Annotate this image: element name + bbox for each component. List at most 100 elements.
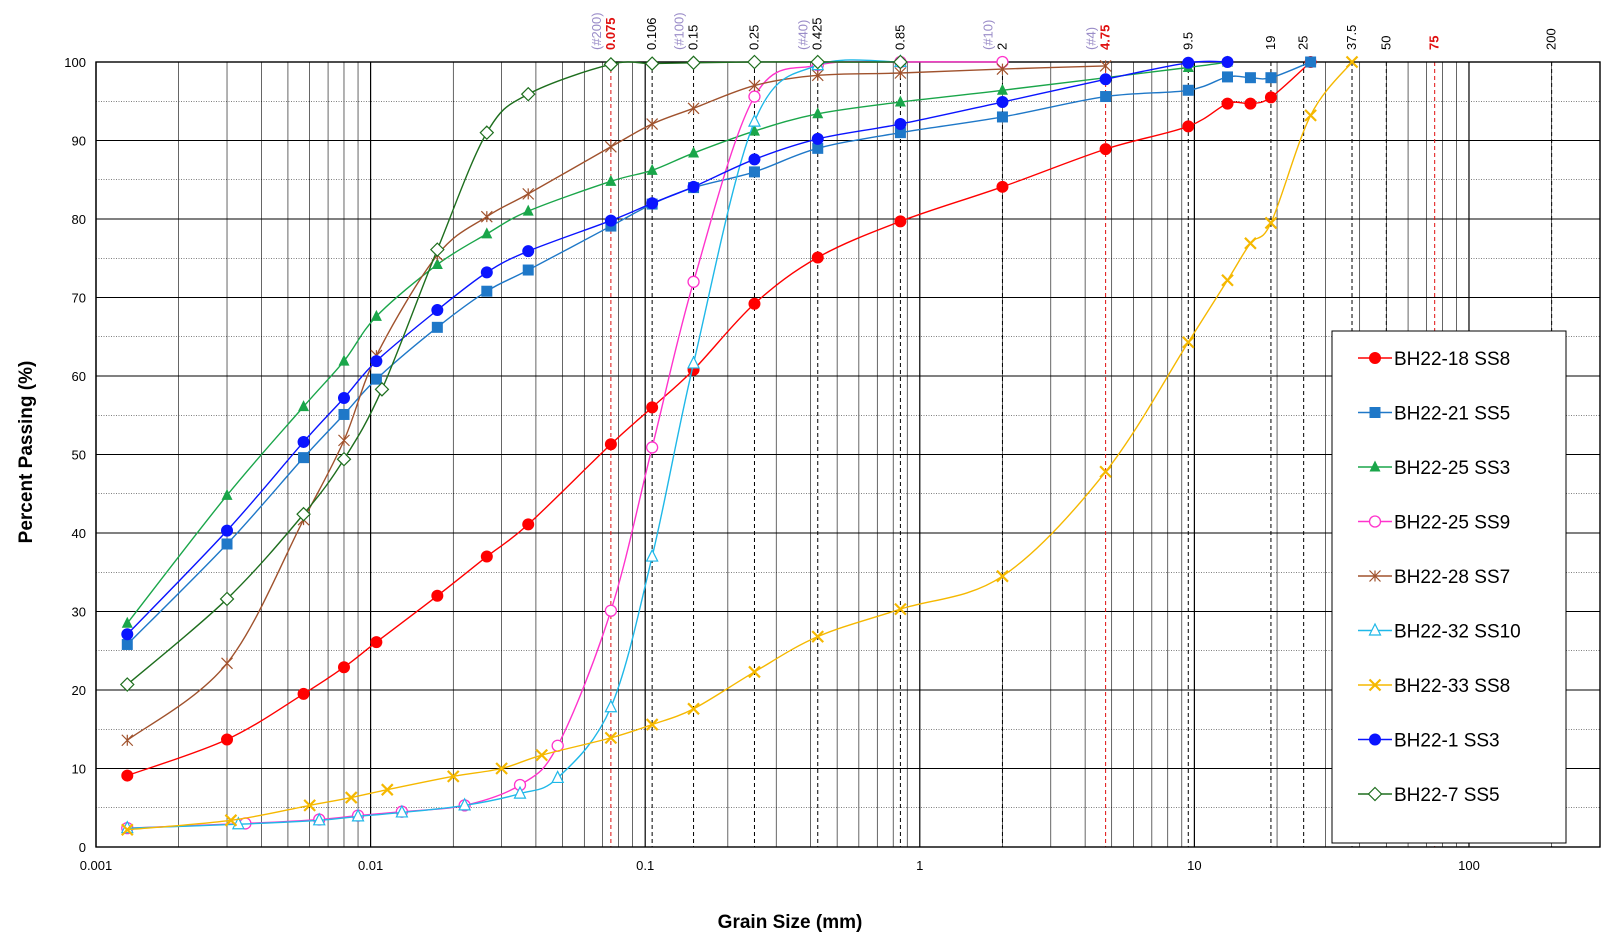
data-point [1182, 120, 1195, 133]
data-point [748, 297, 761, 310]
series-line [126, 61, 901, 686]
legend-item: BH22-25 SS9 [1358, 513, 1510, 534]
legend-label: BH22-21 SS5 [1394, 404, 1510, 425]
data-point [686, 55, 701, 71]
data-point [687, 702, 700, 716]
x-tick-label: 10 [1187, 858, 1201, 873]
data-point [458, 797, 472, 811]
data-point [1369, 352, 1381, 364]
data-point [747, 54, 762, 70]
sieve-size-label: 0.25 [746, 25, 761, 50]
legend-label: BH22-25 SS3 [1394, 458, 1510, 479]
sieve-size-label: 200 [1544, 28, 1559, 50]
data-point [1099, 143, 1112, 156]
data-point [119, 677, 135, 692]
data-point [446, 770, 460, 783]
data-point [551, 770, 565, 784]
data-point [495, 762, 508, 775]
data-point [1264, 91, 1277, 104]
data-point [298, 452, 310, 464]
data-point [297, 687, 310, 700]
data-point [480, 210, 493, 223]
legend-label: BH22-25 SS9 [1394, 513, 1510, 534]
data-point [1369, 570, 1381, 582]
data-point [748, 124, 760, 136]
data-point [894, 215, 907, 228]
data-point [338, 354, 350, 366]
series-bh22-25-ss3 [121, 55, 1233, 628]
data-point [604, 140, 617, 153]
data-point [1100, 91, 1112, 103]
data-point [811, 132, 824, 145]
series-bh22-33-ss8 [121, 55, 1359, 837]
x-tick-label: 0.1 [636, 858, 654, 873]
data-point [522, 245, 535, 258]
data-point [481, 227, 493, 239]
data-point [748, 79, 761, 92]
sieve-size-label: 19 [1263, 36, 1278, 50]
data-point [1221, 56, 1234, 68]
legend-label: BH22-18 SS8 [1394, 349, 1510, 370]
axes: 0 10 20 30 40 50 60 70 80 90 100 0.001 0.01 0.1 1 10 100 [64, 55, 1601, 873]
sieve-number-label: (#200) [589, 12, 604, 50]
legend-item: BH22-33 SS8 [1358, 676, 1510, 697]
legend-item: BH22-32 SS10 [1358, 622, 1521, 643]
data-point [429, 242, 445, 257]
y-tick-label: 30 [72, 605, 86, 620]
data-point [996, 96, 1009, 109]
data-point [1221, 97, 1234, 110]
data-point [1244, 97, 1257, 110]
sieve-size-label: 4.75 [1098, 25, 1113, 50]
data-point [121, 734, 134, 747]
data-point [479, 125, 495, 140]
data-point [298, 400, 310, 412]
data-point [1367, 786, 1383, 802]
data-point [337, 391, 350, 404]
data-point [894, 602, 907, 616]
y-tick-label: 40 [72, 526, 86, 541]
data-point [221, 657, 233, 670]
y-tick-label: 100 [64, 55, 86, 70]
series-bh22-7-ss5 [119, 54, 908, 692]
legend-label: BH22-7 SS5 [1394, 785, 1500, 806]
data-point [221, 733, 234, 746]
sieve-number-label: (#100) [672, 12, 687, 50]
legend: BH22-18 SS8 BH22-21 SS5 BH22-25 SS3 BH22-25… [1331, 330, 1567, 844]
sieve-number-label: (#10) [980, 20, 995, 50]
sieve-size-label: 75 [1427, 36, 1442, 50]
data-point [996, 83, 1008, 95]
sieve-size-label: 2 [994, 43, 1009, 50]
data-point [996, 111, 1008, 123]
y-tick-label: 10 [72, 762, 86, 777]
data-point [1181, 335, 1195, 349]
sieve-size-label: 0.15 [686, 25, 701, 50]
data-point [811, 630, 825, 643]
data-point [370, 636, 383, 649]
y-axis-title: Percent Passing (%) [16, 361, 37, 544]
data-point [1099, 73, 1112, 86]
legend-item: BH22-28 SS7 [1358, 567, 1510, 588]
data-point [1221, 273, 1234, 287]
data-point [121, 616, 133, 628]
sieve-size-label: 37.5 [1344, 25, 1359, 50]
data-point [812, 142, 824, 154]
legend-label: BH22-1 SS3 [1394, 731, 1500, 752]
data-point [748, 166, 760, 178]
data-point [1221, 71, 1233, 83]
legend-item: BH22-1 SS3 [1358, 731, 1500, 752]
sieve-size-label: 0.106 [644, 17, 659, 50]
data-point [645, 548, 659, 562]
data-point [996, 63, 1009, 75]
x-tick-label: 100 [1458, 858, 1480, 873]
data-point [810, 54, 826, 70]
data-point [646, 163, 658, 175]
legend-item: BH22-18 SS8 [1358, 349, 1510, 370]
data-point [1368, 515, 1382, 528]
data-point [370, 373, 382, 385]
data-point [1182, 56, 1195, 69]
sieve-size-label: 0.425 [810, 17, 825, 50]
data-point [604, 438, 617, 451]
data-point [219, 591, 235, 607]
data-point [604, 731, 618, 745]
